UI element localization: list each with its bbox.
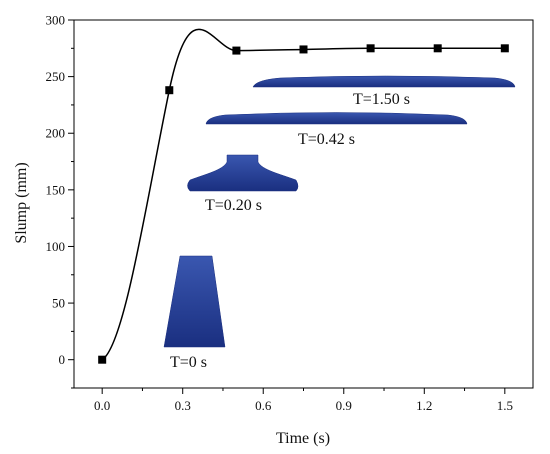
y-tick-label: 50 bbox=[52, 296, 65, 311]
y-tick-label: 200 bbox=[46, 126, 66, 141]
y-tick-label: 150 bbox=[46, 182, 66, 197]
annotation-label-t0: T=0 s bbox=[170, 354, 207, 371]
specimen-t042-spread bbox=[205, 112, 468, 125]
data-point-marker bbox=[366, 44, 375, 53]
annotation-label-t150: T=1.50 s bbox=[353, 91, 410, 108]
data-point-marker bbox=[500, 44, 509, 53]
y-tick-label: 300 bbox=[46, 13, 66, 28]
data-point-marker bbox=[165, 86, 174, 95]
tick-labels: 0.0 0.3 0.6 0.9 1.2 1.5 0 50 100 150 200 250 300 bbox=[46, 13, 513, 414]
data-point-marker bbox=[98, 355, 107, 364]
axes-ticks bbox=[68, 19, 506, 394]
y-axis-label: Slump (mm) bbox=[13, 162, 30, 243]
data-point-marker bbox=[232, 46, 241, 55]
series-markers bbox=[98, 44, 509, 364]
plot-frame bbox=[73, 19, 534, 389]
specimen-t020-slumped bbox=[187, 154, 299, 192]
specimen-t150-spread bbox=[252, 75, 516, 88]
x-tick-label: 0.9 bbox=[336, 398, 352, 413]
annotation-label-t020: T=0.20 s bbox=[205, 197, 262, 214]
annotation-label-t042: T=0.42 s bbox=[298, 131, 355, 148]
data-point-marker bbox=[299, 45, 308, 54]
y-tick-label: 0 bbox=[59, 352, 66, 367]
x-tick-label: 1.2 bbox=[416, 398, 432, 413]
y-tick-label: 250 bbox=[46, 69, 66, 84]
y-tick-label: 100 bbox=[46, 239, 66, 254]
x-tick-label: 0.6 bbox=[255, 398, 272, 413]
x-axis-label: Time (s) bbox=[276, 430, 330, 447]
data-point-marker bbox=[433, 44, 442, 53]
x-tick-label: 0.3 bbox=[175, 398, 191, 413]
x-tick-label: 1.5 bbox=[497, 398, 513, 413]
x-tick-label: 0.0 bbox=[94, 398, 110, 413]
specimen-illustrations bbox=[163, 75, 516, 348]
series-slump-curve bbox=[101, 28, 505, 361]
specimen-t0-cone bbox=[163, 255, 226, 348]
